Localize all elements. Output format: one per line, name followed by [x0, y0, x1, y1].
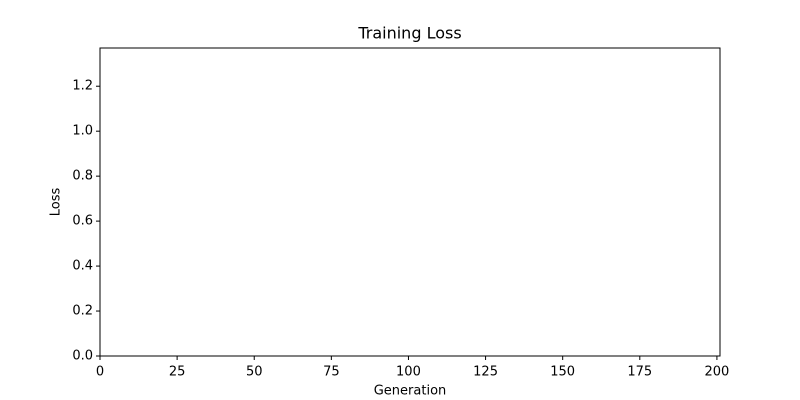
x-tick-label: 175: [627, 365, 652, 380]
y-axis-label: Loss: [49, 188, 64, 217]
y-tick-label: 0.8: [72, 169, 93, 184]
chart-title: Training Loss: [357, 24, 461, 43]
y-tick-label: 1.2: [72, 79, 93, 94]
x-tick-label: 50: [246, 365, 263, 380]
x-tick-label: 25: [169, 365, 186, 380]
x-tick-label: 125: [473, 365, 498, 380]
y-tick-label: 1.0: [72, 124, 93, 139]
x-axis-label: Generation: [374, 384, 447, 399]
y-tick-label: 0.4: [72, 259, 93, 274]
plot-frame: [99, 47, 721, 357]
x-tick-label: 150: [550, 365, 575, 380]
y-tick-label: 0.0: [72, 349, 93, 364]
x-tick-label: 200: [705, 365, 730, 380]
y-tick-label: 0.6: [72, 214, 93, 229]
x-tick-label: 75: [323, 365, 340, 380]
x-tick-label: 100: [396, 365, 421, 380]
y-tick-label: 0.2: [72, 304, 93, 319]
x-tick-label: 0: [96, 365, 104, 380]
